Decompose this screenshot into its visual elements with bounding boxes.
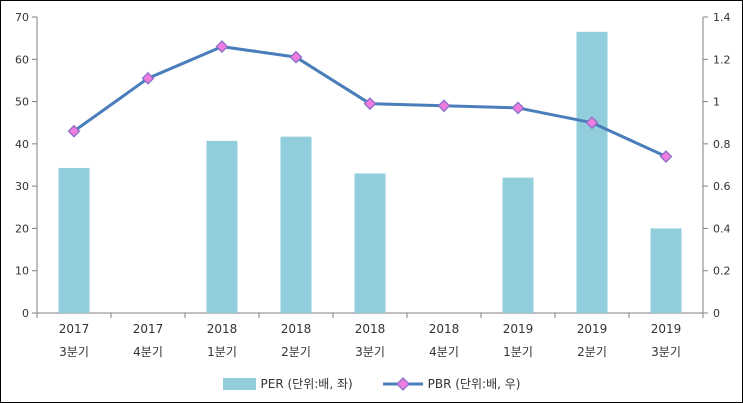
category-label-year: 2018 <box>207 322 238 336</box>
pbr-marker <box>511 101 525 115</box>
category-label-year: 2017 <box>59 322 90 336</box>
left-axis-tick-label: 10 <box>15 265 29 278</box>
category-label-year: 2017 <box>133 322 164 336</box>
chart-legend: PER (단위:배, 좌) PBR (단위:배, 우) <box>1 375 742 392</box>
legend-item-per: PER (단위:배, 좌) <box>222 375 353 392</box>
category-label-quarter: 3분기 <box>59 345 89 359</box>
category-label-year: 2018 <box>429 322 460 336</box>
category-label-quarter: 1분기 <box>207 345 237 359</box>
pbr-marker <box>215 40 229 54</box>
right-axis-tick-label: 0.4 <box>713 222 731 235</box>
left-axis-tick-label: 0 <box>22 307 29 320</box>
category-label-year: 2018 <box>281 322 312 336</box>
legend-item-pbr: PBR (단위:배, 우) <box>382 375 521 392</box>
per-bar <box>650 228 682 313</box>
legend-label-pbr: PBR (단위:배, 우) <box>427 377 521 391</box>
pbr-marker <box>289 50 303 64</box>
right-axis-tick-label: 0.2 <box>713 265 731 278</box>
left-axis-tick-label: 60 <box>15 53 29 66</box>
per-bar <box>576 31 608 314</box>
left-axis-tick-label: 40 <box>15 138 29 151</box>
per-bar <box>58 167 90 313</box>
category-label-quarter: 4분기 <box>133 345 163 359</box>
pbr-swatch-icon <box>382 376 423 391</box>
category-label-year: 2019 <box>577 322 608 336</box>
category-label-quarter: 3분기 <box>651 345 681 359</box>
per-bar <box>280 136 312 313</box>
right-axis-tick-label: 0.8 <box>713 138 731 151</box>
category-label-year: 2019 <box>503 322 534 336</box>
category-label-year: 2018 <box>355 322 386 336</box>
category-label-quarter: 4분기 <box>429 345 459 359</box>
pbr-marker <box>659 150 673 163</box>
left-axis-tick-label: 30 <box>15 180 29 193</box>
pbr-marker <box>141 71 155 85</box>
right-axis-tick-label: 0 <box>713 307 720 320</box>
category-label-quarter: 2분기 <box>281 345 311 359</box>
per-bar <box>354 173 386 313</box>
category-label-quarter: 3분기 <box>355 345 385 359</box>
legend-label-per: PER (단위:배, 좌) <box>260 377 353 391</box>
left-axis-tick-label: 20 <box>15 222 29 235</box>
pbr-marker <box>363 97 377 111</box>
left-axis-tick-label: 70 <box>15 11 29 24</box>
pbr-marker <box>437 99 451 113</box>
right-axis-tick-label: 1.2 <box>713 53 731 66</box>
right-axis-tick-label: 1 <box>713 96 720 109</box>
category-label-quarter: 1분기 <box>503 345 533 359</box>
category-label-quarter: 2분기 <box>577 345 607 359</box>
per-bar <box>502 177 534 313</box>
per-swatch-icon <box>222 377 256 390</box>
left-axis-tick-label: 50 <box>15 96 29 109</box>
right-axis-tick-label: 0.6 <box>713 180 731 193</box>
category-label-year: 2019 <box>651 322 682 336</box>
pbr-marker <box>67 124 81 138</box>
pbr-marker <box>585 116 599 130</box>
per-bar <box>206 140 238 313</box>
right-axis-tick-label: 1.4 <box>713 11 731 24</box>
pbr-swatch-diamond <box>395 376 410 391</box>
